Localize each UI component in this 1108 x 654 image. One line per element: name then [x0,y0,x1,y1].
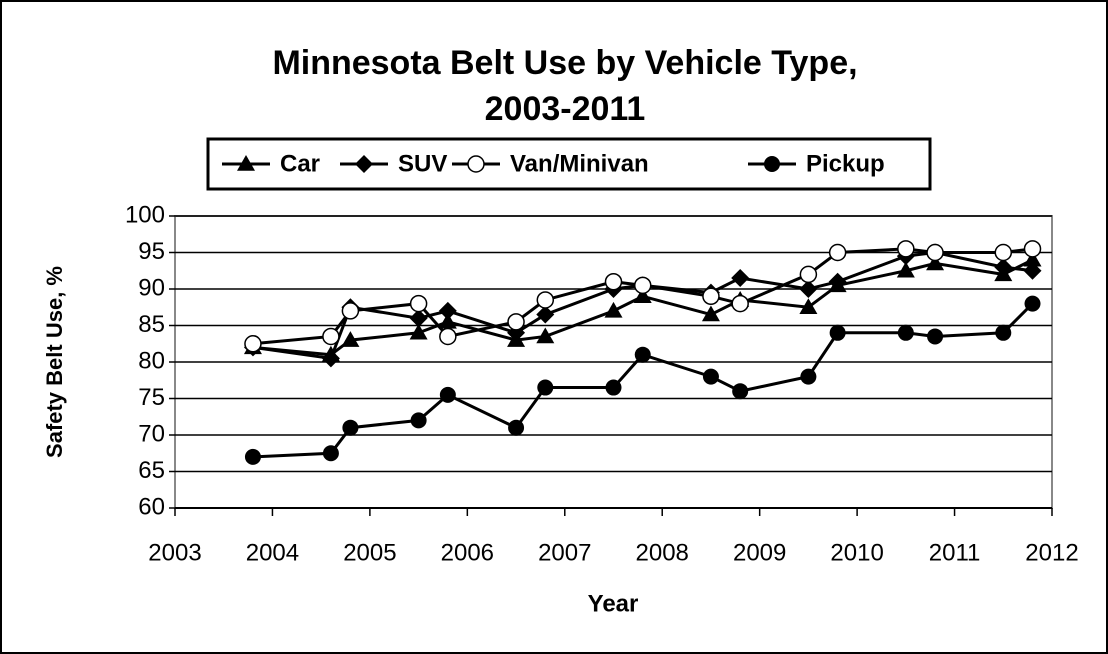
marker [409,323,428,340]
marker [799,280,818,298]
legend-label: Van/Minivan [510,150,649,177]
legend-label: Car [280,150,320,177]
marker [828,272,847,291]
y-axis-label: Safety Belt Use, % [42,266,67,458]
marker [702,287,720,306]
marker [342,419,359,436]
chart-subtitle: 2003-2011 [485,90,646,128]
marker [926,254,945,271]
marker [536,291,555,309]
marker [633,287,652,304]
x-tick-label: 2003 [148,539,201,566]
marker [1023,250,1042,267]
marker [994,243,1013,262]
y-tick-label: 95 [138,238,165,265]
marker [237,155,255,171]
chart-title: Minnesota Belt Use by Vehicle Type, [272,44,857,82]
y-tick-label: 100 [125,201,165,228]
marker [897,324,914,341]
marker [536,305,555,324]
marker [897,240,915,258]
marker [605,379,622,396]
marker [341,331,360,347]
marker [1024,295,1041,312]
marker [467,155,485,173]
marker [927,328,944,345]
marker [702,368,719,385]
y-tick-label: 90 [138,274,165,301]
marker [633,276,652,295]
marker [896,261,915,278]
marker [799,265,818,284]
y-tick-label: 75 [138,384,165,411]
x-tick-label: 2011 [929,539,981,566]
marker [701,305,720,322]
marker [439,386,456,403]
legend-label: Pickup [806,150,885,177]
marker [995,324,1012,341]
marker [604,301,623,318]
y-tick-label: 85 [138,311,165,338]
marker [507,313,525,331]
marker [508,419,525,436]
marker [438,301,457,320]
marker [410,412,427,429]
marker [634,346,651,363]
x-tick-label: 2005 [343,539,396,566]
x-axis-label: Year [588,590,639,617]
marker [322,327,340,346]
y-tick-label: 60 [138,493,165,520]
marker [732,383,749,400]
y-tick-label: 80 [138,347,165,374]
marker [604,272,623,291]
marker [244,448,261,465]
marker [322,445,339,462]
marker [731,294,749,313]
marker [341,302,360,320]
marker [244,335,262,353]
marker [409,309,428,328]
legend-label: SUV [398,150,447,177]
marker [537,379,554,396]
marker [439,327,457,346]
marker [536,327,555,344]
x-tick-label: 2006 [441,539,494,566]
x-tick-label: 2009 [733,539,786,566]
y-tick-label: 65 [138,457,165,484]
marker [321,349,340,368]
marker [355,155,373,173]
marker [1023,261,1042,280]
marker [764,156,780,172]
marker [1023,240,1042,258]
legend-box [206,137,932,191]
marker [731,269,750,288]
x-tick-label: 2004 [246,539,299,566]
x-tick-label: 2008 [636,539,689,566]
marker [438,312,457,329]
marker [409,294,428,313]
marker [828,243,847,262]
marker [994,258,1013,277]
x-tick-label: 2012 [1025,539,1078,566]
marker [799,298,818,314]
y-tick-label: 70 [138,420,165,447]
marker [829,324,846,341]
marker [800,368,817,385]
x-tick-label: 2007 [538,539,591,566]
x-tick-label: 2010 [830,539,883,566]
marker [926,243,944,262]
